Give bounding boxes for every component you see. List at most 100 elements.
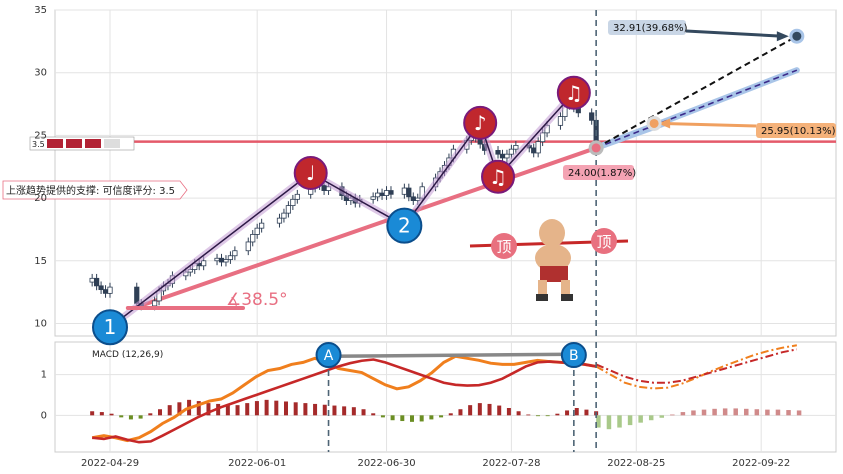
candle-body [245, 241, 251, 252]
macd-hist-bar [526, 414, 531, 416]
price-grid [54, 9, 837, 337]
candle-body [540, 132, 546, 143]
candle-body [401, 187, 407, 195]
price-tick-label: 30 [34, 68, 47, 79]
macd-hist-bar [448, 413, 453, 416]
candle-body [388, 190, 394, 195]
resistance-badge: 3.5 [29, 136, 135, 151]
candle-body [370, 196, 376, 200]
macd-hist-bar [138, 415, 143, 419]
macd-marker-label: B [569, 348, 579, 364]
wave-point-label: ♩ [306, 161, 315, 185]
macd-tick-label: 0 [41, 410, 47, 421]
figure-head [539, 219, 565, 247]
macd-hist-bar [109, 413, 114, 416]
macd-hist-bar [245, 403, 250, 416]
top-signal-badge [591, 228, 617, 254]
resistance-badge-icon [85, 139, 101, 148]
price-tick-label: 25 [34, 130, 47, 141]
wave-point-2: 2 [386, 207, 423, 244]
macd-hist-bar [371, 413, 376, 416]
macd-hist-bar-projected [617, 415, 622, 428]
figure-shoe-left [536, 294, 548, 301]
candle-body [227, 255, 234, 260]
support-label-box: 上涨趋势提供的支撑: 可信度评分: 3.5 [2, 180, 188, 200]
wave-note-5: ♫ [556, 75, 591, 110]
macd-hist-bar [342, 406, 347, 416]
macd-panel-frame [54, 341, 837, 453]
candle-body [259, 222, 265, 229]
macd-hist-bar [158, 409, 163, 416]
macd-hist-bar-projected [775, 409, 781, 416]
candle-body [531, 147, 537, 154]
candle-body [223, 259, 229, 263]
macd-hist-bar [196, 401, 201, 416]
macd-hist-bar [332, 405, 337, 416]
macd-hist-bar-projected [701, 409, 707, 416]
macd-line [92, 358, 597, 444]
arrow-high-target [685, 29, 783, 38]
candle-body [218, 257, 225, 263]
macd-hist-bar-projected [733, 408, 738, 416]
macd-hist-bar [555, 413, 560, 416]
wave-point-circle [463, 105, 498, 140]
macd-hist-bar [439, 415, 444, 418]
macd-title: MACD (12,26,9) [92, 350, 163, 360]
macd-hist-bar-projected [796, 410, 802, 416]
wave-point-circle [92, 309, 128, 346]
candle-body [508, 148, 515, 155]
target-dot-mid [646, 115, 662, 131]
candle-body [374, 192, 381, 198]
macd-hist-bar-projected [786, 410, 791, 416]
resistance-badge-icons [47, 139, 120, 148]
candle-body [276, 217, 283, 224]
date-tick-label: 2022-06-30 [357, 458, 415, 469]
macd-hist-bar [99, 412, 104, 416]
support-label-text: 上涨趋势提供的支撑: 可信度评分: 3.5 [6, 184, 175, 197]
macd-hist-bar [487, 403, 492, 416]
macd-hist-bar [429, 415, 434, 420]
macd-hist-bar-projected [722, 408, 728, 416]
macd-hist-bar-projected [754, 409, 760, 416]
support-trend-line [134, 145, 599, 310]
macd-marker-circle [560, 342, 587, 369]
macd-hist-bar [235, 405, 240, 416]
macd-hist-bar [167, 405, 172, 416]
candle-body [499, 153, 506, 159]
price-axis-ticks: 10 15 20 25 30 35 [34, 5, 47, 329]
macd-hist-bar-projected [765, 409, 770, 416]
macd-hist-bar [351, 407, 356, 416]
figure-shoe-right [561, 294, 573, 301]
candle-body [250, 234, 256, 243]
macd-hist-bar [264, 399, 269, 416]
candle-body [379, 192, 385, 196]
candle-body [232, 250, 238, 257]
candle-body [383, 190, 390, 196]
candle-body [281, 212, 287, 219]
projection-line-high [595, 35, 798, 149]
resistance-badge-icon [104, 139, 120, 148]
angle-label: ∡38.5° [226, 290, 288, 310]
macd-hist-bar [119, 415, 124, 418]
candle-body [89, 277, 95, 283]
macd-tick-label: 1 [41, 370, 47, 381]
date-tick-label: 2022-04-29 [81, 458, 139, 469]
macd-histogram [90, 399, 802, 430]
date-tick-label: 2022-07-28 [482, 458, 540, 469]
top-signal-text: 顶 [596, 233, 611, 251]
macd-hist-bar-projected [627, 415, 633, 426]
candle-body [557, 116, 564, 126]
top-signal-badge [491, 233, 517, 259]
candle-body [410, 196, 416, 201]
label-low-target: 24.00(1.87%) [563, 165, 636, 180]
candle-body [201, 260, 207, 267]
wave-points: 1 2 ♩ ♪ ♫ ♫ [92, 75, 591, 346]
macd-grid [54, 341, 837, 453]
macd-hist-bar [419, 415, 424, 422]
candle-body [589, 112, 595, 121]
macd-hist-bar [390, 415, 395, 421]
wave-point-circle [293, 156, 328, 190]
projection-line-mid [595, 69, 798, 149]
